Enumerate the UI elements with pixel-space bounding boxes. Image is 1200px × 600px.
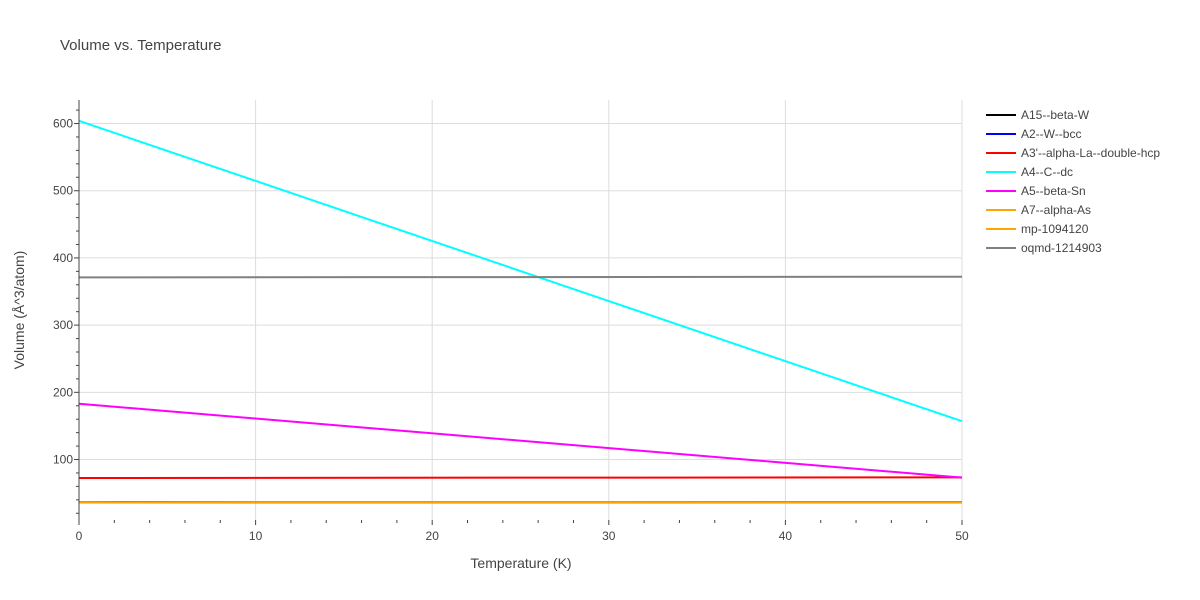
y-tick-label: 600 xyxy=(53,117,73,131)
series-line-A3'--alpha-La--double-hcp xyxy=(78,476,963,479)
legend[interactable]: A15--beta-W A2--W--bcc A3'--alpha-La--doub… xyxy=(986,108,1160,255)
legend-label: mp-1094120 xyxy=(1021,222,1089,236)
legend-label: A4--C--dc xyxy=(1021,165,1073,179)
legend-item[interactable]: A5--beta-Sn xyxy=(986,184,1086,198)
legend-item[interactable]: A7--alpha-As xyxy=(986,203,1091,217)
legend-item[interactable]: mp-1094120 xyxy=(986,222,1089,236)
legend-item[interactable]: A15--beta-W xyxy=(986,108,1090,122)
legend-label: A3'--alpha-La--double-hcp xyxy=(1021,146,1160,160)
x-tick-label: 10 xyxy=(249,529,263,543)
tick-labels: 0 10 20 30 40 50 100 200 300 400 500 600 xyxy=(53,117,969,543)
legend-label: A5--beta-Sn xyxy=(1021,184,1086,198)
x-tick-label: 30 xyxy=(602,529,616,543)
series-line-A4--C--dc xyxy=(78,119,963,423)
grid xyxy=(78,100,963,520)
legend-label: oqmd-1214903 xyxy=(1021,241,1102,255)
x-tick-label: 50 xyxy=(955,529,969,543)
chart-title: Volume vs. Temperature xyxy=(60,37,221,54)
x-tick-label: 40 xyxy=(779,529,793,543)
y-axis-label: Volume (Å^3/atom) xyxy=(11,251,27,370)
plot-area xyxy=(78,119,963,504)
x-tick-label: 20 xyxy=(426,529,440,543)
y-tick-label: 400 xyxy=(53,251,73,265)
legend-item[interactable]: oqmd-1214903 xyxy=(986,241,1102,255)
legend-item[interactable]: A3'--alpha-La--double-hcp xyxy=(986,146,1160,160)
series-line-oqmd-1214903 xyxy=(78,275,963,279)
y-tick-label: 200 xyxy=(53,385,73,399)
y-tick-label: 300 xyxy=(53,318,73,332)
legend-item[interactable]: A2--W--bcc xyxy=(986,127,1081,141)
series-line-A5--beta-Sn xyxy=(78,402,963,479)
axes xyxy=(74,100,963,525)
y-tick-label: 500 xyxy=(53,184,73,198)
legend-label: A2--W--bcc xyxy=(1021,127,1081,141)
legend-label: A7--alpha-As xyxy=(1021,203,1091,217)
x-axis-label: Temperature (K) xyxy=(470,555,571,571)
x-tick-label: 0 xyxy=(76,529,83,543)
y-tick-label: 100 xyxy=(53,453,73,467)
legend-item[interactable]: A4--C--dc xyxy=(986,165,1073,179)
legend-label: A15--beta-W xyxy=(1021,108,1090,122)
